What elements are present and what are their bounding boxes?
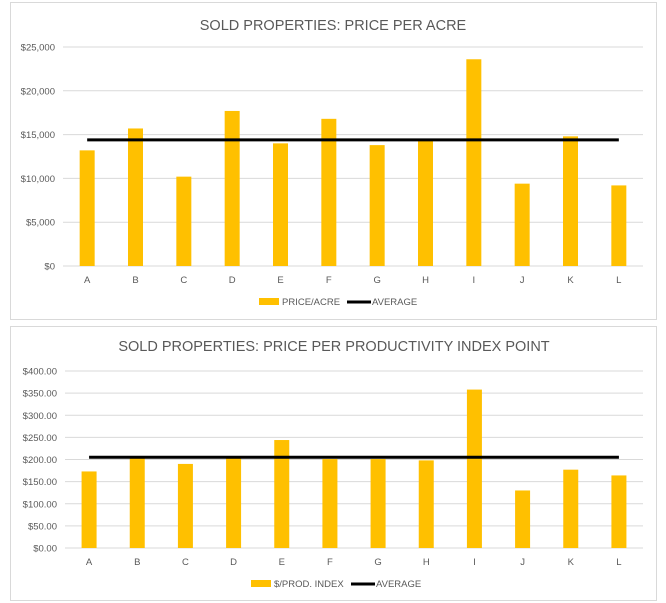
y-tick-label: $25,000 <box>21 43 55 54</box>
x-tick-label: I <box>473 557 476 568</box>
y-tick-label: $300.00 <box>23 411 57 422</box>
bar-H <box>418 460 434 548</box>
x-tick-label: F <box>327 557 333 568</box>
bar-F <box>321 118 337 266</box>
legend-label: $/PROD. INDEX <box>274 579 344 590</box>
bar-J <box>515 490 531 548</box>
bar-B <box>129 458 145 548</box>
x-tick-label: G <box>373 275 380 286</box>
x-tick-label: G <box>374 557 381 568</box>
x-tick-label: J <box>520 275 525 286</box>
y-tick-label: $10,000 <box>21 174 55 185</box>
x-tick-label: H <box>423 557 430 568</box>
bar-B <box>128 128 143 266</box>
bar-C <box>177 463 193 548</box>
bar-G <box>370 459 386 548</box>
y-tick-label: $350.00 <box>23 389 57 400</box>
bar-H <box>418 138 433 266</box>
y-tick-label: $150.00 <box>23 477 57 488</box>
x-tick-label: L <box>616 275 621 286</box>
price-per-acre-chart-panel: SOLD PROPERTIES: PRICE PER ACRE $0 $5,000… <box>10 2 657 320</box>
bar-E <box>274 440 290 548</box>
bar-J <box>514 183 530 266</box>
y-tick-label: $400.00 <box>23 367 57 378</box>
x-tick-label: K <box>567 275 574 286</box>
bar-D <box>226 458 242 548</box>
x-tick-label: J <box>520 557 525 568</box>
x-tick-label: C <box>180 275 187 286</box>
price-per-productivity-index-chart: SOLD PROPERTIES: PRICE PER PRODUCTIVITY … <box>23 339 643 590</box>
x-tick-label: D <box>229 275 236 286</box>
x-tick-label: H <box>422 275 429 286</box>
legend-label: PRICE/ACRE <box>282 297 340 308</box>
price-per-acre-chart: SOLD PROPERTIES: PRICE PER ACRE $0 $5,000… <box>21 18 643 308</box>
y-tick-label: $200.00 <box>23 455 57 466</box>
bar-A <box>81 471 97 548</box>
bar-G <box>369 145 385 266</box>
legend-swatch-bar <box>251 580 271 587</box>
bar-K <box>563 136 578 266</box>
x-tick-label: C <box>182 557 189 568</box>
bar-I <box>466 59 482 266</box>
x-tick-label: L <box>616 557 621 568</box>
bar-L <box>611 185 627 266</box>
x-tick-label: K <box>568 557 575 568</box>
x-tick-label: F <box>326 275 332 286</box>
x-tick-label: I <box>473 275 476 286</box>
x-tick-label: E <box>279 557 285 568</box>
chart-title: SOLD PROPERTIES: PRICE PER PRODUCTIVITY … <box>118 339 549 355</box>
y-tick-label: $50.00 <box>28 521 57 532</box>
legend-swatch-bar <box>259 298 279 305</box>
bar-K <box>563 469 579 548</box>
bar-C <box>176 176 192 266</box>
x-tick-label: E <box>277 275 283 286</box>
y-tick-label: $5,000 <box>26 218 55 229</box>
bar-I <box>466 389 482 548</box>
y-tick-label: $250.00 <box>23 433 57 444</box>
x-tick-label: A <box>86 557 93 568</box>
bar-F <box>322 459 338 548</box>
y-tick-label: $0.00 <box>33 544 57 555</box>
y-tick-label: $15,000 <box>21 130 55 141</box>
y-tick-label: $100.00 <box>23 499 57 510</box>
bar-E <box>273 143 288 266</box>
x-tick-label: B <box>134 557 140 568</box>
bar-D <box>224 110 240 266</box>
x-tick-label: B <box>132 275 138 286</box>
y-tick-label: $20,000 <box>21 86 55 97</box>
x-tick-label: A <box>84 275 91 286</box>
bar-L <box>611 475 627 548</box>
chart-title: SOLD PROPERTIES: PRICE PER ACRE <box>200 18 467 34</box>
x-tick-label: D <box>230 557 237 568</box>
y-tick-label: $0 <box>44 262 55 273</box>
legend-label: AVERAGE <box>376 579 421 590</box>
price-per-productivity-index-chart-panel: SOLD PROPERTIES: PRICE PER PRODUCTIVITY … <box>10 326 657 601</box>
bar-A <box>79 150 95 266</box>
legend-label: AVERAGE <box>372 297 417 308</box>
